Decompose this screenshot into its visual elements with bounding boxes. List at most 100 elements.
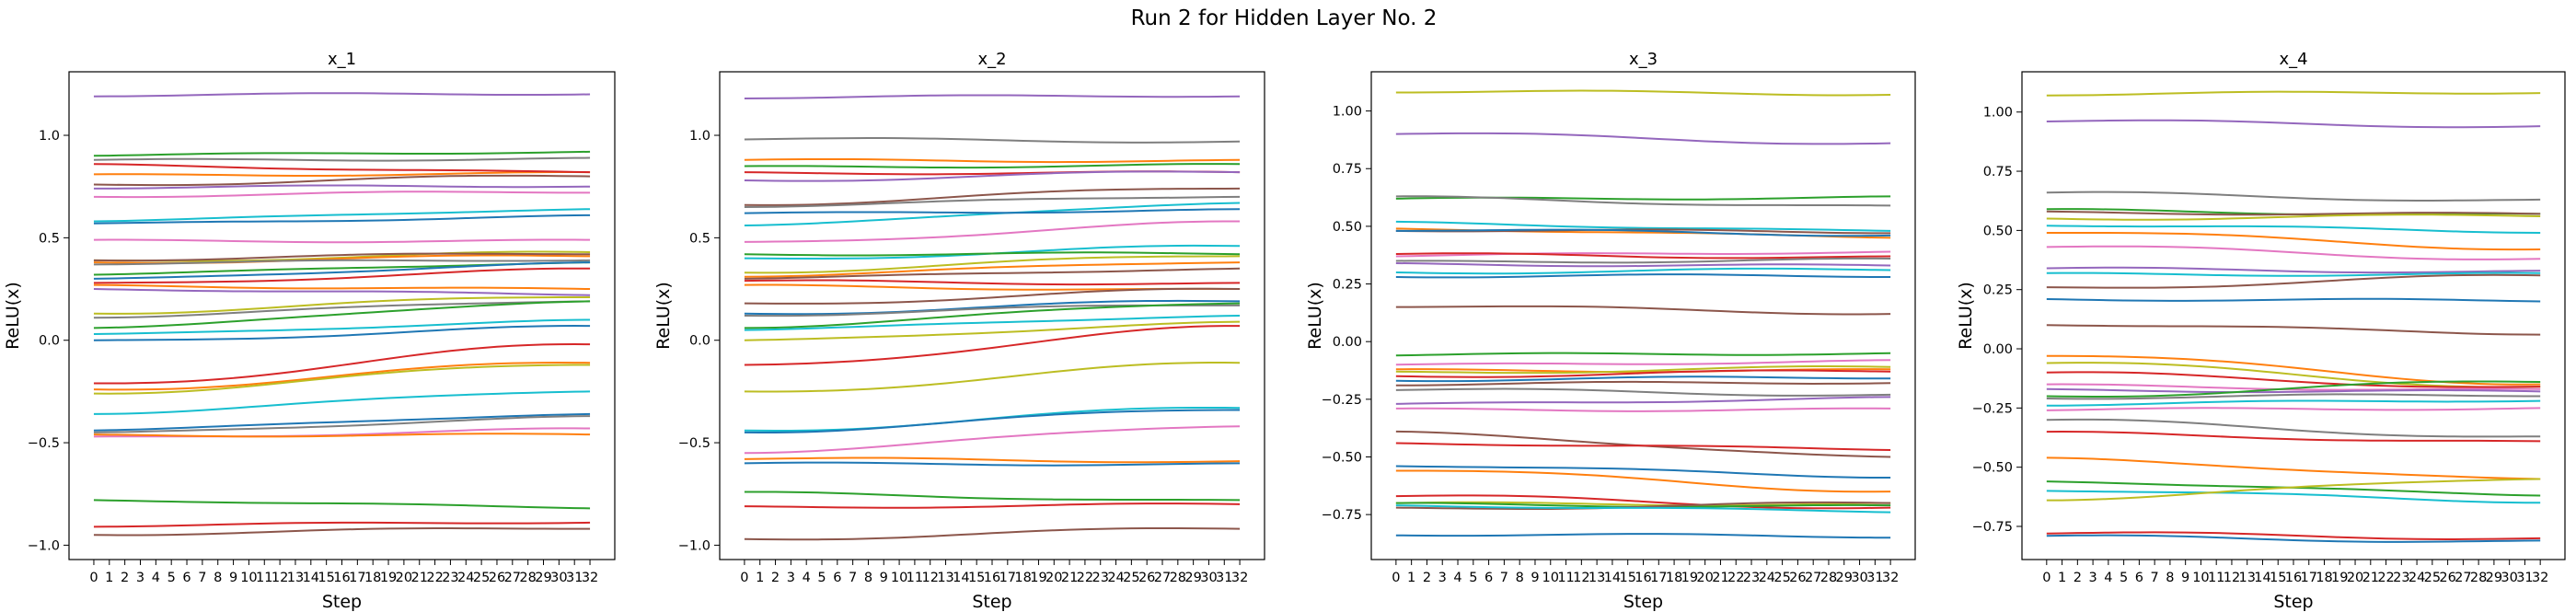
series-line-10: [2046, 266, 2541, 274]
x-tick-label: 24: [1107, 571, 1124, 585]
y-tick-label: 0.0: [689, 334, 710, 349]
series-line-14: [93, 252, 591, 262]
series-line-34: [93, 499, 591, 510]
x-tick-label: 32: [1231, 571, 1248, 585]
x-tick-label: 18: [2316, 571, 2332, 585]
x-tick-label: 5: [167, 571, 176, 585]
series-line-25: [744, 325, 1241, 366]
series-line-23: [93, 300, 591, 329]
x-tick-label: 21: [411, 571, 428, 585]
series-line-11: [2046, 271, 2541, 277]
figure-title: Run 2 for Hidden Layer No. 2: [1131, 6, 1438, 30]
series-line-24: [1395, 396, 1891, 405]
x-tick-label: 19: [380, 571, 397, 585]
series-line-33: [93, 433, 591, 438]
series-line-29: [1395, 469, 1891, 493]
x-tick-label: 14: [2254, 571, 2270, 585]
x-tick-label: 9: [880, 571, 888, 585]
y-tick-label: 1.0: [689, 129, 710, 144]
series-line-16: [744, 267, 1241, 280]
series-line-11: [1395, 257, 1891, 264]
x-tick-label: 5: [2120, 571, 2128, 585]
y-tick-label: 1.00: [1333, 105, 1362, 120]
x-tick-label: 11: [256, 571, 272, 585]
series-line-11: [744, 220, 1241, 243]
x-tick-label: 30: [1851, 571, 1867, 585]
y-tick-label: 0.25: [1333, 278, 1362, 293]
series-line-30: [93, 412, 591, 432]
x-tick-label: 11: [907, 571, 923, 585]
series-line-25: [93, 325, 591, 341]
y-tick-label: −0.75: [1972, 520, 2013, 535]
series-line-22: [744, 302, 1241, 329]
y-tick-label: −0.50: [1972, 461, 2013, 476]
series-line-25: [1395, 407, 1891, 412]
x-tick-label: 25: [473, 571, 490, 585]
series-line-14: [744, 255, 1241, 274]
x-tick-label: 30: [2501, 571, 2517, 585]
x-tick-label: 0: [2042, 571, 2050, 585]
x-tick-label: 12: [922, 571, 939, 585]
series-line-13: [2046, 297, 2541, 303]
series-line-5: [93, 163, 591, 174]
series-line-3: [744, 157, 1241, 164]
series-line-20: [1395, 369, 1891, 378]
x-tick-label: 4: [152, 571, 160, 585]
series-line-29: [93, 390, 591, 415]
series-line-30: [2046, 531, 2541, 540]
series-line-9: [744, 202, 1241, 227]
x-tick-label: 4: [803, 571, 811, 585]
series-line-4: [1395, 195, 1891, 207]
x-tick-label: 23: [1092, 571, 1109, 585]
series-line-22: [93, 300, 591, 319]
series-line-15: [744, 261, 1241, 278]
series-line-19: [1395, 365, 1891, 375]
series-line-9: [2046, 245, 2541, 260]
series-line-24: [93, 318, 591, 336]
series-line-12: [2046, 273, 2541, 289]
series-line-2: [2046, 119, 2541, 129]
series-line-9: [1395, 250, 1891, 258]
series-line-3: [2046, 191, 2541, 202]
series-line-13: [744, 251, 1241, 257]
series-line-28: [2046, 490, 2541, 504]
series-line-4: [93, 171, 591, 177]
x-tick-label: 19: [1030, 571, 1046, 585]
x-tick-label: 7: [198, 571, 206, 585]
x-tick-label: 13: [287, 571, 304, 585]
series-line-36: [93, 521, 591, 528]
x-tick-label: 8: [1516, 571, 1524, 585]
series-line-3: [93, 156, 591, 162]
axes-frame: [68, 71, 616, 560]
x-tick-label: 10: [240, 571, 257, 585]
x-tick-label: 4: [2104, 571, 2112, 585]
series-line-27: [93, 362, 591, 391]
series-line-11: [93, 238, 591, 244]
x-tick-label: 1: [2058, 571, 2066, 585]
series-line-15: [1395, 305, 1891, 316]
x-tick-label: 4: [1453, 571, 1461, 585]
x-tick-label: 2: [1423, 571, 1431, 585]
series-line-13: [1395, 267, 1891, 275]
series-line-29: [2046, 478, 2541, 502]
x-tick-label: 16: [333, 571, 350, 585]
x-tick-label: 29: [1836, 571, 1853, 585]
x-tick-label: 25: [2424, 571, 2441, 585]
series-line-30: [1395, 494, 1891, 510]
y-tick-label: 0.00: [1983, 342, 2013, 357]
series-line-30: [744, 456, 1241, 464]
series-line-6: [744, 170, 1241, 182]
series-line-5: [2046, 210, 2541, 216]
series-line-29: [744, 425, 1241, 455]
y-tick-label: −0.75: [1322, 508, 1362, 523]
x-tick-label: 19: [1681, 571, 1698, 585]
x-tick-label: 26: [1789, 571, 1806, 585]
series-line-19: [2046, 387, 2541, 394]
y-tick-label: 1.00: [1983, 106, 2013, 121]
x-tick-label: 24: [2409, 571, 2425, 585]
series-line-20: [2046, 380, 2541, 398]
series-line-6: [2046, 214, 2541, 221]
series-line-32: [744, 491, 1241, 502]
series-line-1: [1395, 89, 1891, 97]
